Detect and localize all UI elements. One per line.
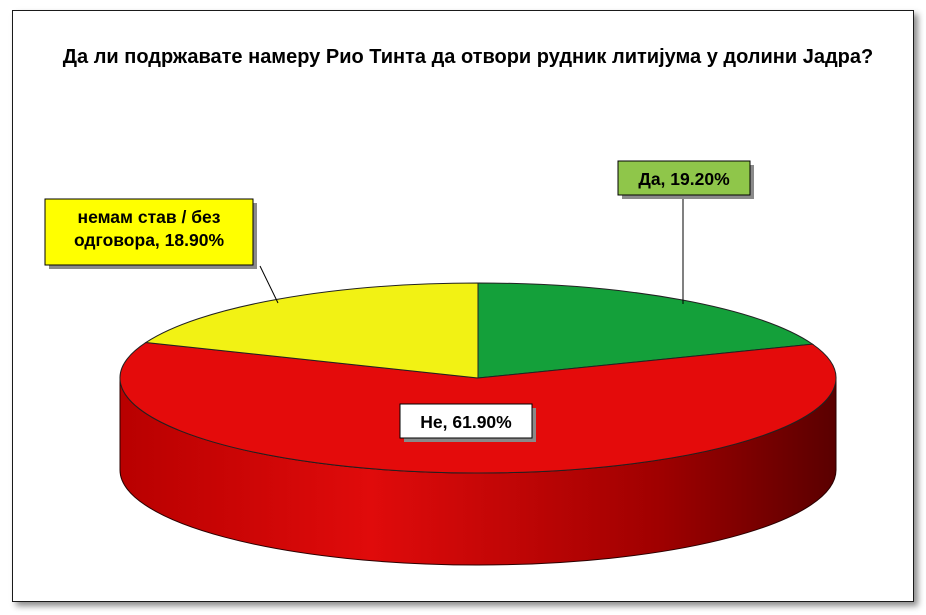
pie-slice-2 (144, 282, 479, 379)
label-box-1 (399, 403, 533, 439)
data-label-2-line-1: одговора, 18.90% (74, 230, 224, 250)
data-label-1: Не, 61.90% (420, 412, 512, 432)
data-label-2-line-0: немам став / без (78, 207, 221, 227)
data-label-0: Да, 19.20% (638, 169, 730, 189)
label-box-0 (617, 160, 751, 196)
chart-title: Да ли подржавате намеру Рио Тинта да отв… (62, 46, 874, 68)
leader-line-2 (259, 265, 279, 304)
label-box-2 (44, 198, 254, 266)
pie-slice-0 (477, 282, 814, 379)
